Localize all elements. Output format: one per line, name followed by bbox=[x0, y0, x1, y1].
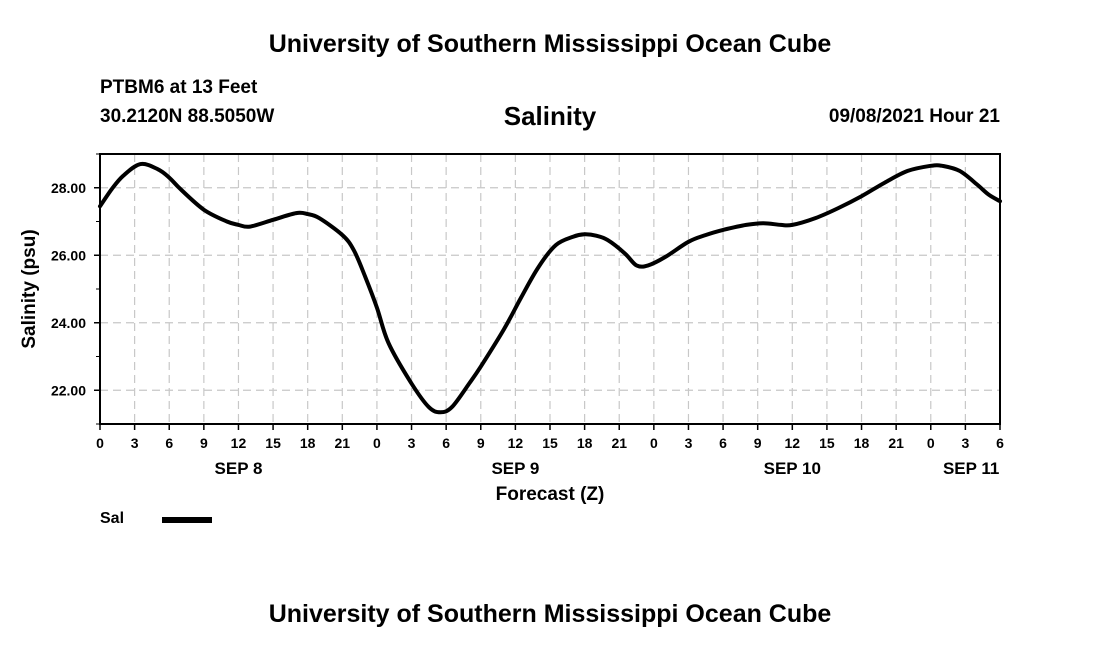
page-title-top: University of Southern Mississippi Ocean… bbox=[268, 30, 832, 58]
y-tick-label: 22.00 bbox=[51, 382, 86, 398]
x-tick-label: 18 bbox=[577, 435, 593, 451]
x-tick-label: 6 bbox=[719, 435, 727, 451]
y-tick-label: 24.00 bbox=[51, 315, 86, 331]
x-tick-label: 18 bbox=[300, 435, 316, 451]
x-tick-label: 15 bbox=[542, 435, 558, 451]
forecast-datetime: 09/08/2021 Hour 21 bbox=[828, 106, 1000, 127]
x-tick-label: 9 bbox=[200, 435, 208, 451]
x-tick-label: 12 bbox=[508, 435, 524, 451]
chart-grid bbox=[100, 154, 1000, 424]
x-tick-label: 0 bbox=[373, 435, 381, 451]
date-label: SEP 9 bbox=[491, 459, 539, 478]
x-tick-label: 3 bbox=[961, 435, 969, 451]
station-coordinates: 30.2120N 88.5050W bbox=[100, 106, 275, 127]
legend-label: Sal bbox=[100, 510, 125, 527]
y-axis-ticks: 22.00 24.00 26.00 28.00 bbox=[51, 153, 100, 425]
station-label: PTBM6 at 13 Feet bbox=[100, 77, 258, 98]
x-axis-ticks: 0 3 6 9 12 15 18 21 0 3 6 9 12 15 18 21 0 3 6 9 12 15 18 21 0 3 6 bbox=[96, 424, 1004, 451]
x-tick-label: 15 bbox=[819, 435, 835, 451]
x-tick-label: 9 bbox=[477, 435, 485, 451]
date-label: SEP 10 bbox=[764, 459, 821, 478]
x-tick-label: 9 bbox=[754, 435, 762, 451]
x-tick-label: 15 bbox=[265, 435, 281, 451]
x-tick-label: 21 bbox=[611, 435, 627, 451]
y-tick-label: 28.00 bbox=[51, 180, 86, 196]
x-tick-label: 3 bbox=[131, 435, 139, 451]
x-tick-label: 18 bbox=[854, 435, 870, 451]
x-tick-label: 12 bbox=[785, 435, 801, 451]
series-line-sal bbox=[98, 161, 1002, 415]
x-axis-label: Forecast (Z) bbox=[496, 484, 605, 505]
y-axis-label: Salinity (psu) bbox=[19, 229, 40, 348]
chart-title: Salinity bbox=[503, 101, 597, 131]
date-label: SEP 8 bbox=[215, 459, 263, 478]
x-tick-label: 3 bbox=[408, 435, 416, 451]
legend-line-swatch bbox=[162, 517, 212, 523]
x-tick-label: 21 bbox=[888, 435, 904, 451]
x-tick-label: 3 bbox=[685, 435, 693, 451]
x-tick-label: 0 bbox=[650, 435, 658, 451]
date-label: SEP 11 bbox=[943, 459, 999, 478]
x-tick-label: 6 bbox=[165, 435, 173, 451]
x-tick-label: 6 bbox=[442, 435, 450, 451]
x-tick-label: 0 bbox=[927, 435, 935, 451]
x-tick-label: 12 bbox=[231, 435, 247, 451]
x-tick-label: 6 bbox=[996, 435, 1004, 451]
y-tick-label: 26.00 bbox=[51, 247, 86, 263]
x-tick-label: 21 bbox=[335, 435, 351, 451]
x-tick-label: 0 bbox=[96, 435, 104, 451]
date-labels: SEP 8 SEP 9 SEP 10 SEP 11 bbox=[215, 459, 1000, 478]
page-title-bottom: University of Southern Mississippi Ocean… bbox=[268, 600, 832, 628]
